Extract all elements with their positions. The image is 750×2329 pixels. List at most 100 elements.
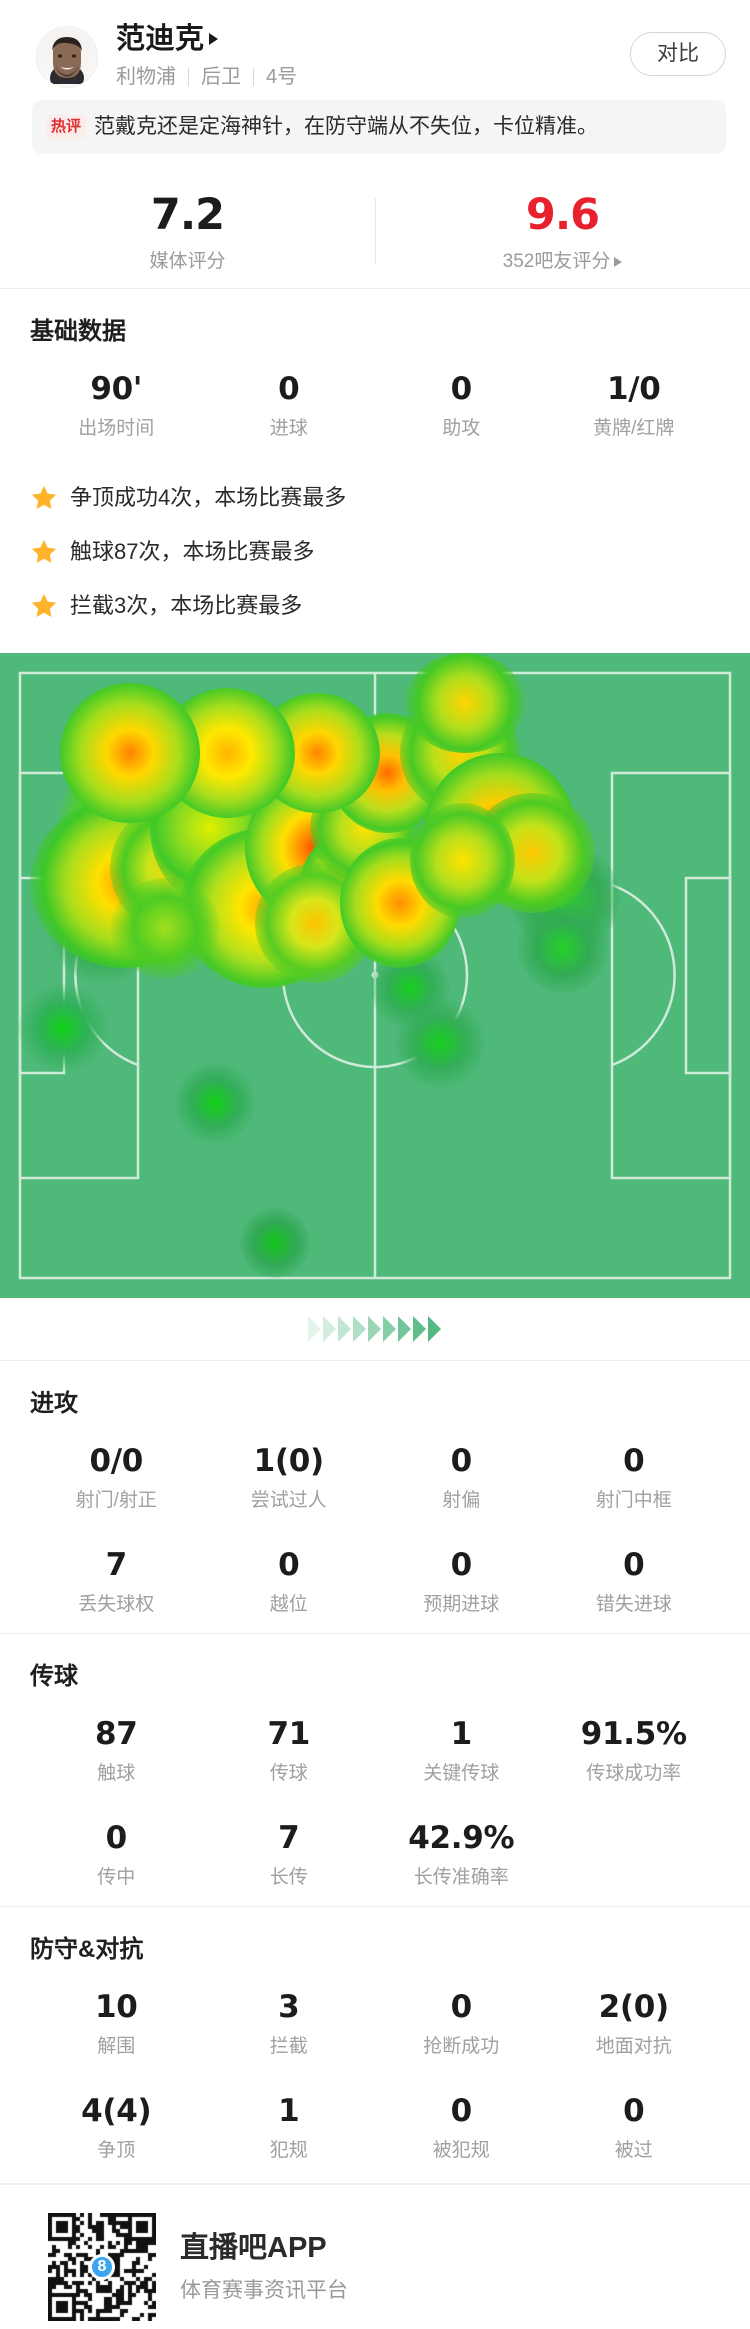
stat-label: 长传准确率 <box>413 1867 509 1888</box>
stat-cell: 0 进球 <box>203 353 376 457</box>
footer-title: 直播吧APP <box>180 2232 327 2264</box>
triangle-right-icon <box>208 33 218 45</box>
stat-row: 0 传中 7 长传 42.9% 长传准确率 - - <box>30 1802 720 1906</box>
fan-rating-label: 352吧友评分 <box>375 250 750 274</box>
stat-label: 被犯规 <box>432 2140 490 2161</box>
stat-value: 1(0) <box>253 1443 325 1479</box>
stat-label: 越位 <box>269 1594 308 1615</box>
fan-rating-label-text: 352吧友评分 <box>502 251 611 272</box>
bottom-rule <box>0 2183 750 2185</box>
player-meta: 利物浦 后卫 4号 <box>116 65 630 89</box>
stat-label: 黄牌/红牌 <box>593 418 675 439</box>
stat-label: 丢失球权 <box>78 1594 155 1615</box>
stat-cell: 0 被过 <box>548 2075 721 2179</box>
hot-comment[interactable]: 热评 范戴克还是定海神针，在防守端从不失位，卡位精准。 <box>32 100 726 154</box>
stat-cell: 0 射门中框 <box>548 1425 721 1529</box>
stat-label: 长传 <box>269 1867 308 1888</box>
media-rating-label-text: 媒体评分 <box>149 251 226 272</box>
player-number: 4号 <box>266 66 298 88</box>
player-avatar-icon <box>50 37 84 85</box>
stat-cell: 0 射偏 <box>375 1425 548 1529</box>
qr-code[interactable]: 8 <box>48 2213 156 2321</box>
stat-label: 射偏 <box>442 1490 481 1511</box>
stat-cell: 71 传球 <box>203 1698 376 1802</box>
pitch-background <box>0 653 750 1298</box>
player-name-row[interactable]: 范迪克 <box>116 22 630 56</box>
player-stats-page: 范迪克 利物浦 后卫 4号 对比 热评 范戴克还是定海神针，在防守端从不失位，卡… <box>0 22 750 2321</box>
hot-comment-text: 范戴克还是定海神针，在防守端从不失位，卡位精准。 <box>94 115 599 138</box>
stat-cell-empty: - - <box>548 1802 721 1906</box>
player-identity: 范迪克 利物浦 后卫 4号 <box>116 22 630 89</box>
stat-cell: 10 解围 <box>30 1971 203 2075</box>
stat-cell: 1/0 黄牌/红牌 <box>548 353 721 457</box>
compare-button[interactable]: 对比 <box>630 32 726 76</box>
player-name: 范迪克 <box>116 23 205 55</box>
player-position: 后卫 <box>201 66 241 88</box>
stat-cell: 0 预期进球 <box>375 1529 548 1633</box>
stat-label: 关键传球 <box>423 1763 500 1784</box>
stat-row: 10 解围 3 拦截 0 抢断成功 2(0) 地面对抗 <box>30 1971 720 2075</box>
stat-cell: 4(4) 争顶 <box>30 2075 203 2179</box>
media-rating: 7.2 媒体评分 <box>0 190 375 274</box>
section-attack: 进攻 0/0 射门/射正 1(0) 尝试过人 0 射偏 0 射门中框 7 丢失球… <box>0 1361 750 1633</box>
stat-cell: 7 丢失球权 <box>30 1529 203 1633</box>
stat-value: 90' <box>90 371 143 407</box>
highlight-item: 争顶成功4次，本场比赛最多 <box>30 471 720 525</box>
stat-label: 解围 <box>97 2036 136 2057</box>
section-divider <box>0 1906 750 1907</box>
stat-row: 0/0 射门/射正 1(0) 尝试过人 0 射偏 0 射门中框 <box>30 1425 720 1529</box>
section-divider <box>0 288 750 289</box>
stat-value: 0 <box>450 2093 473 2129</box>
stat-label: 射门/射正 <box>75 1490 157 1511</box>
stat-label: 错失进球 <box>595 1594 672 1615</box>
highlight-list: 争顶成功4次，本场比赛最多 触球87次，本场比赛最多 拦截3次，本场比赛最多 <box>0 457 750 653</box>
stat-label: 犯规 <box>269 2140 308 2161</box>
section-divider <box>0 1360 750 1361</box>
stat-cell: 91.5% 传球成功率 <box>548 1698 721 1802</box>
stat-value: 91.5% <box>580 1716 687 1752</box>
touch-heatmap[interactable] <box>0 653 750 1298</box>
stat-cell: 0 助攻 <box>375 353 548 457</box>
app-footer: 8 直播吧APP 体育赛事资讯平台 <box>0 2179 750 2329</box>
meta-divider <box>188 68 189 86</box>
stat-label: 尝试过人 <box>250 1490 327 1511</box>
stat-cell: 3 拦截 <box>203 1971 376 2075</box>
stat-cell: 2(0) 地面对抗 <box>548 1971 721 2075</box>
stat-cell: 1 关键传球 <box>375 1698 548 1802</box>
stat-label: 拦截 <box>269 2036 308 2057</box>
stat-label: 传球 <box>269 1763 308 1784</box>
stat-row: 87 触球 71 传球 1 关键传球 91.5% 传球成功率 <box>30 1698 720 1802</box>
stat-value: 0 <box>450 1989 473 2025</box>
meta-divider <box>253 68 254 86</box>
media-rating-value: 7.2 <box>150 190 225 240</box>
section-title-defense: 防守&对抗 <box>30 1936 144 1963</box>
player-team: 利物浦 <box>116 66 176 88</box>
stat-label: 传球成功率 <box>586 1763 682 1784</box>
stat-label: 射门中框 <box>595 1490 672 1511</box>
stat-label: 地面对抗 <box>595 2036 672 2057</box>
hot-comment-wrap: 热评 范戴克还是定海神针，在防守端从不失位，卡位精准。 <box>0 100 750 154</box>
stat-value: 0 <box>450 1547 473 1583</box>
stat-label: 进球 <box>269 418 308 439</box>
section-title-passing: 传球 <box>30 1663 78 1690</box>
qr-badge: 8 <box>89 2254 115 2280</box>
section-title-attack: 进攻 <box>30 1390 78 1417</box>
stat-value: 10 <box>94 1989 138 2025</box>
stat-value: 1/0 <box>606 371 661 407</box>
highlight-text: 拦截3次，本场比赛最多 <box>70 593 303 618</box>
avatar[interactable] <box>36 26 98 88</box>
scroll-hint <box>0 1298 750 1360</box>
stat-cell: 0 抢断成功 <box>375 1971 548 2075</box>
section-basic: 基础数据 90' 出场时间 0 进球 0 助攻 1/0 黄牌/红牌 <box>0 289 750 457</box>
stat-value: 0/0 <box>89 1443 144 1479</box>
highlight-item: 拦截3次，本场比赛最多 <box>30 579 720 633</box>
stat-label: 触球 <box>97 1763 136 1784</box>
highlight-text: 触球87次，本场比赛最多 <box>70 539 315 564</box>
star-icon <box>31 485 57 509</box>
footer-subtitle: 体育赛事资讯平台 <box>180 2279 348 2302</box>
stat-label: 助攻 <box>442 418 481 439</box>
fan-rating[interactable]: 9.6 352吧友评分 <box>375 190 750 274</box>
stat-value: 0 <box>450 1443 473 1479</box>
stat-value: 4(4) <box>81 2093 152 2129</box>
stat-value: 0 <box>278 1547 300 1583</box>
